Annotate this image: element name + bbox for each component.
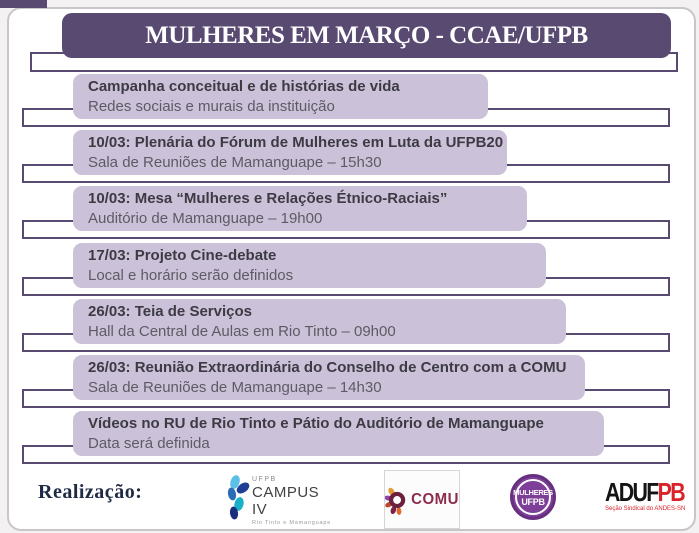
ufpb-campus-iv-logo: UFPB CAMPUS IV Rio Tinto e Mamanguape	[222, 474, 337, 526]
adufpb-logo: ADUFPB Seção Sindical do ANDES-SN	[605, 477, 695, 512]
event-title: Campanha conceitual e de histórias de vi…	[88, 78, 400, 95]
footer-label: Realização:	[38, 481, 143, 503]
mulheres-ufpb-logo: MULHERES UFPB	[510, 474, 556, 520]
event-row: Vídeos no RU de Rio Tinto e Pátio do Aud…	[0, 411, 699, 467]
adufpb-part2: PB	[657, 477, 686, 507]
event-detail: Redes sociais e murais da instituição	[88, 98, 335, 115]
mulheres-ufpb-line2: UFPB	[521, 496, 545, 507]
mulheres-ufpb-inner-ring: MULHERES UFPB	[513, 479, 553, 515]
event-card: Campanha conceitual e de histórias de vi…	[73, 74, 488, 119]
adufpb-wordmark: ADUFPB	[605, 477, 686, 507]
event-card: Vídeos no RU de Rio Tinto e Pátio do Aud…	[73, 411, 604, 456]
adufpb-subtitle: Seção Sindical do ANDES-SN	[605, 506, 686, 512]
event-detail: Data será definida	[88, 435, 210, 452]
ufpb-campus-sub: Rio Tinto e Mamanguape	[252, 520, 332, 526]
adufpb-part1: ADUF	[605, 477, 659, 507]
event-card: 10/03: Mesa “Mulheres e Relações Étnico-…	[73, 186, 527, 231]
event-detail: Local e horário serão definidos	[88, 267, 294, 284]
event-card: 17/03: Projeto Cine-debate Local e horár…	[73, 243, 546, 288]
event-title: Vídeos no RU de Rio Tinto e Pátio do Aud…	[88, 415, 544, 432]
page-title-banner: MULHERES EM MARÇO - CCAE/UFPB	[62, 13, 671, 58]
ufpb-logo-text: UFPB CAMPUS IV Rio Tinto e Mamanguape	[252, 476, 337, 526]
event-row: 26/03: Teia de Serviços Hall da Central …	[0, 299, 699, 355]
event-detail: Hall da Central de Aulas em Rio Tinto – …	[88, 323, 396, 340]
ufpb-petals-icon	[227, 475, 250, 520]
event-title: 10/03: Plenária do Fórum de Mulheres em …	[88, 134, 504, 151]
event-card: 26/03: Reunião Extraordinária do Conselh…	[73, 355, 585, 400]
event-card: 26/03: Teia de Serviços Hall da Central …	[73, 299, 566, 344]
comu-flower-icon	[385, 487, 406, 515]
event-title: 26/03: Reunião Extraordinária do Conselh…	[88, 359, 567, 376]
top-left-strip	[0, 0, 47, 8]
mulheres-ufpb-line1: MULHERES	[513, 487, 553, 497]
comu-logo-text: COMU	[411, 490, 459, 509]
event-title: 10/03: Mesa “Mulheres e Relações Étnico-…	[88, 190, 448, 207]
event-row: 10/03: Plenária do Fórum de Mulheres em …	[0, 130, 699, 186]
event-row: 26/03: Reunião Extraordinária do Conselh…	[0, 355, 699, 411]
event-title: 17/03: Projeto Cine-debate	[88, 247, 277, 264]
ufpb-campus-name: CAMPUS IV	[252, 484, 320, 518]
ufpb-acronym: UFPB	[252, 476, 277, 483]
event-card: 10/03: Plenária do Fórum de Mulheres em …	[73, 130, 507, 175]
comu-logo: COMU	[384, 470, 460, 529]
event-row: 10/03: Mesa “Mulheres e Relações Étnico-…	[0, 186, 699, 242]
event-row: 17/03: Projeto Cine-debate Local e horár…	[0, 243, 699, 299]
event-row: Campanha conceitual e de histórias de vi…	[0, 74, 699, 130]
event-title: 26/03: Teia de Serviços	[88, 303, 252, 320]
page-title: MULHERES EM MARÇO - CCAE/UFPB	[145, 21, 588, 49]
event-detail: Sala de Reuniões de Mamanguape – 14h30	[88, 379, 382, 396]
event-detail: Auditório de Mamanguape – 19h00	[88, 210, 323, 227]
event-detail: Sala de Reuniões de Mamanguape – 15h30	[88, 154, 382, 171]
